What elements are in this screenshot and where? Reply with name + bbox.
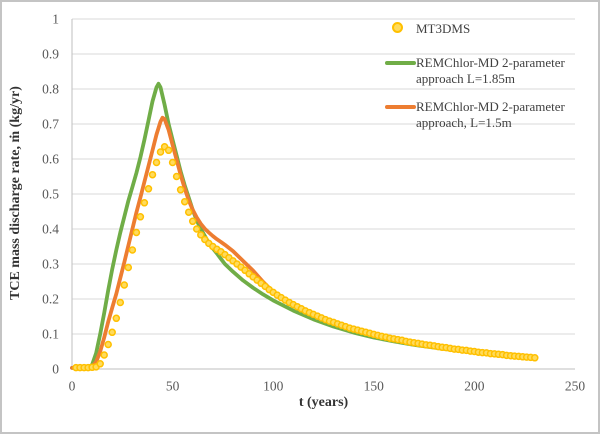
x-tick-label: 250	[565, 379, 586, 394]
y-tick-label: 0.9	[42, 47, 59, 62]
scatter-point-mt3dms	[108, 328, 116, 337]
scatter-point-mt3dms	[184, 208, 193, 216]
y-tick-label: 0	[52, 362, 59, 377]
series-line-remchlor-185	[70, 81, 537, 370]
x-tick-label: 50	[166, 379, 180, 394]
scatter-point-mt3dms	[140, 199, 149, 207]
scatter-point-mt3dms	[128, 246, 137, 254]
x-tick-label: 100	[263, 379, 284, 394]
y-axis-title: TCE mass discharge rate, ṁ (kg/yr)	[8, 86, 23, 300]
scatter-point-mt3dms	[176, 186, 185, 194]
x-axis-title: t (years)	[298, 395, 349, 410]
y-tick-label: 1	[52, 12, 59, 27]
y-tick-label: 0.8	[42, 82, 59, 97]
y-tick-label: 0.6	[42, 152, 59, 167]
scatter-point-mt3dms	[120, 281, 129, 289]
scatter-point-mt3dms	[531, 354, 539, 362]
y-tick-label: 0.3	[42, 257, 59, 272]
scatter-point-mt3dms	[164, 146, 173, 155]
scatter-point-mt3dms	[180, 197, 189, 206]
scatter-point-mt3dms	[168, 158, 177, 167]
y-tick-label: 0.7	[42, 117, 59, 132]
scatter-point-mt3dms	[192, 225, 201, 233]
scatter-point-mt3dms	[124, 263, 133, 272]
scatter-point-mt3dms	[116, 298, 125, 307]
y-tick-label: 0.2	[42, 292, 59, 307]
scatter-point-mt3dms	[152, 158, 161, 167]
scatter-point-mt3dms	[136, 213, 145, 221]
scatter-point-mt3dms	[156, 148, 165, 156]
scatter-point-mt3dms	[132, 228, 141, 237]
scatter-point-mt3dms	[112, 314, 121, 323]
x-tick-label: 0	[69, 379, 76, 394]
scatter-point-mt3dms	[144, 185, 153, 193]
scatter-point-mt3dms	[197, 231, 205, 239]
scatter-point-mt3dms	[104, 340, 112, 349]
x-tick-label: 200	[464, 379, 485, 394]
scatter-point-mt3dms	[100, 351, 108, 359]
y-tick-label: 0.1	[42, 327, 59, 342]
y-tick-label: 0.4	[42, 222, 59, 237]
x-tick-label: 150	[364, 379, 385, 394]
y-tick-label: 0.5	[42, 187, 59, 202]
scatter-point-mt3dms	[96, 360, 104, 368]
scatter-point-mt3dms	[148, 170, 157, 179]
scatter-point-mt3dms	[172, 172, 181, 181]
scatter-point-mt3dms	[188, 217, 197, 226]
